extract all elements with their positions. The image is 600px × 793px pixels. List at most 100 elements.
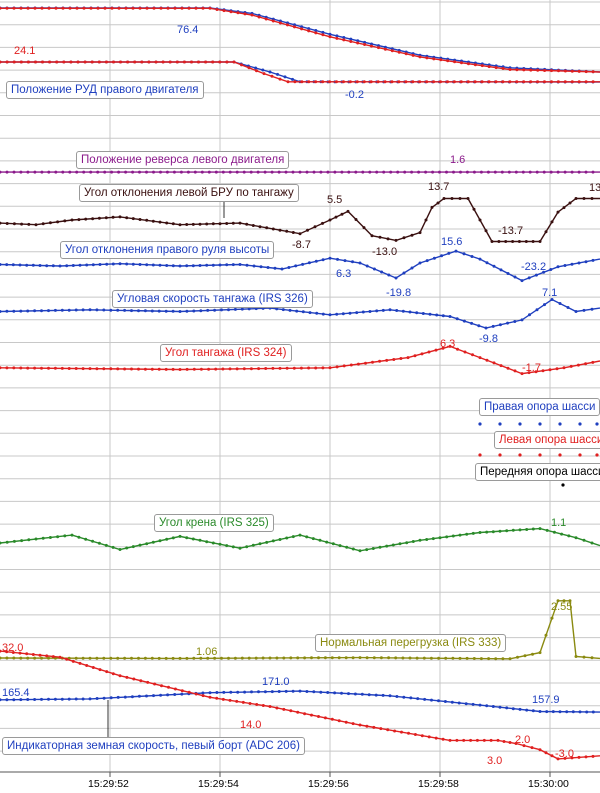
series-point-bru_left_pitch: [77, 218, 81, 222]
series-point-nz: [516, 655, 519, 659]
series-point-reverse_left: [214, 170, 218, 174]
series-point-reverse_left: [542, 170, 546, 174]
gear-point-gear_right: [538, 422, 542, 426]
series-point-elevator_right: [432, 256, 436, 260]
label-roll[interactable]: Угол крена (IRS 325): [154, 514, 274, 532]
series-point-nz: [458, 656, 462, 660]
series-point-nz: [508, 657, 512, 661]
series-point-roll: [378, 545, 382, 549]
series-point-ias: [215, 691, 219, 694]
series-point-ias: [74, 697, 78, 701]
series-point-rud_right_cmd: [577, 80, 581, 84]
series-point-reverse_left: [563, 170, 567, 174]
series-point-rud_left_cmd: [425, 56, 429, 60]
series-point-roll: [225, 544, 229, 548]
label-elevator-right[interactable]: Угол отклонения правого руля высоты: [60, 241, 275, 259]
series-point-ias_red: [386, 728, 390, 732]
series-point-ias_red: [556, 757, 560, 761]
series-point-rud_left_cmd: [271, 19, 275, 23]
series-point-reverse_left: [291, 170, 295, 174]
series-point-nz: [109, 656, 113, 660]
series-point-reverse_left: [228, 170, 232, 174]
series-point-elevator_right: [358, 261, 362, 265]
series-point-ias: [312, 690, 316, 694]
label-gear-nose[interactable]: Передняя опора шасси: [475, 463, 600, 481]
series-point-ias_red: [160, 684, 163, 688]
series-point-roll: [338, 544, 342, 548]
series-point-bru_left_pitch: [442, 197, 446, 200]
series-point-rud_right_cmd: [218, 60, 222, 64]
series-point-ias: [159, 693, 163, 697]
series-point-reverse_left: [40, 170, 44, 174]
series-point-pitch_rate: [388, 308, 392, 312]
label-ias[interactable]: Индикаторная земная скорость, певый борт…: [2, 737, 305, 755]
series-point-ias: [250, 690, 253, 694]
series-point-pitch_rate: [40, 309, 43, 313]
series-point-nz: [81, 656, 85, 660]
series-point-pitch_rate: [143, 309, 147, 313]
label-pitch[interactable]: Угол тангажа (IRS 324): [160, 344, 292, 362]
series-point-roll: [451, 534, 455, 538]
series-point-nz: [123, 656, 127, 660]
series-point-pitch: [520, 372, 524, 376]
series-point-elevator_right: [225, 263, 229, 267]
series-point-bru_left_pitch: [84, 217, 88, 221]
series-point-elevator_right: [321, 258, 325, 262]
series-point-rud_left_cmd: [222, 9, 226, 13]
series-point-nz: [330, 656, 334, 660]
series-point-roll: [258, 542, 262, 546]
series-point-ias_red: [530, 746, 534, 750]
series-point-elevator_right: [245, 263, 249, 267]
series-point-bru_left_pitch: [466, 197, 470, 200]
label-gear-right[interactable]: Правая опора шасси: [479, 398, 600, 416]
series-point-rud_left_cmd: [522, 68, 526, 72]
label-reverse-left[interactable]: Положение реверса левого двигателя: [76, 151, 290, 169]
series-point-rud_right_cmd: [182, 60, 186, 64]
series-point-ias_red: [31, 653, 35, 656]
series-point-nz: [472, 657, 476, 660]
value-elev-4: -23.2: [521, 261, 547, 273]
series-point-nz: [544, 633, 548, 637]
series-point-reverse_left: [375, 170, 379, 174]
series-point-bru_left_pitch: [313, 225, 317, 229]
label-pitch-rate[interactable]: Угловая скорость тангажа (IRS 326): [112, 290, 313, 308]
series-point-rud_right_cmd: [335, 80, 338, 84]
series-point-pitch_rate: [375, 309, 379, 313]
series-point-reverse_left: [438, 170, 441, 174]
series-point-bru_left_pitch: [151, 219, 155, 223]
label-rud-right[interactable]: Положение РУД правого двигателя: [6, 81, 204, 99]
series-point-pitch: [541, 369, 545, 373]
series-point-bru_left_pitch: [511, 240, 515, 243]
series-point-bru_left_pitch: [562, 206, 566, 210]
series-point-bru_left_pitch: [56, 220, 60, 224]
series-point-elevator_right: [185, 264, 189, 268]
series-point-bru_left_pitch: [258, 225, 262, 229]
series-point-pitch: [242, 367, 246, 371]
series-point-rud_left_cmd: [494, 66, 498, 70]
series-point-rud_right_cmd: [190, 60, 193, 64]
series-point-pitch: [492, 361, 496, 365]
series-point-pitch: [0, 366, 2, 370]
label-gear-left[interactable]: Левая опора шасси: [494, 431, 600, 449]
series-point-roll: [178, 534, 182, 538]
series-point-elevator_right: [343, 259, 347, 263]
label-nz[interactable]: Нормальная перегрузка (IRS 333): [315, 634, 507, 652]
series-point-pitch: [264, 367, 268, 370]
series-point-rud_right_cmd: [529, 80, 533, 84]
series-point-nz: [74, 656, 78, 660]
series-point-rud_right_cmd: [12, 60, 16, 64]
series-point-rud_left_cmd: [577, 69, 581, 73]
series-point-elevator_right: [266, 266, 270, 269]
series-point-roll: [48, 536, 52, 539]
series-point-roll: [531, 527, 535, 531]
series-point-bru_left_pitch: [285, 229, 289, 233]
label-bru-left-pitch[interactable]: Угол отклонения левой БРУ по тангажу: [79, 184, 299, 202]
series-point-nz: [590, 656, 594, 660]
series-point-rud_left_cmd: [397, 50, 401, 54]
series-point-rud_right_cmd: [452, 80, 456, 84]
series-point-rud_left_cmd: [180, 6, 184, 10]
series-point-roll: [191, 537, 195, 541]
series-point-bru_left_pitch: [34, 223, 38, 227]
series-point-ias: [551, 710, 555, 714]
